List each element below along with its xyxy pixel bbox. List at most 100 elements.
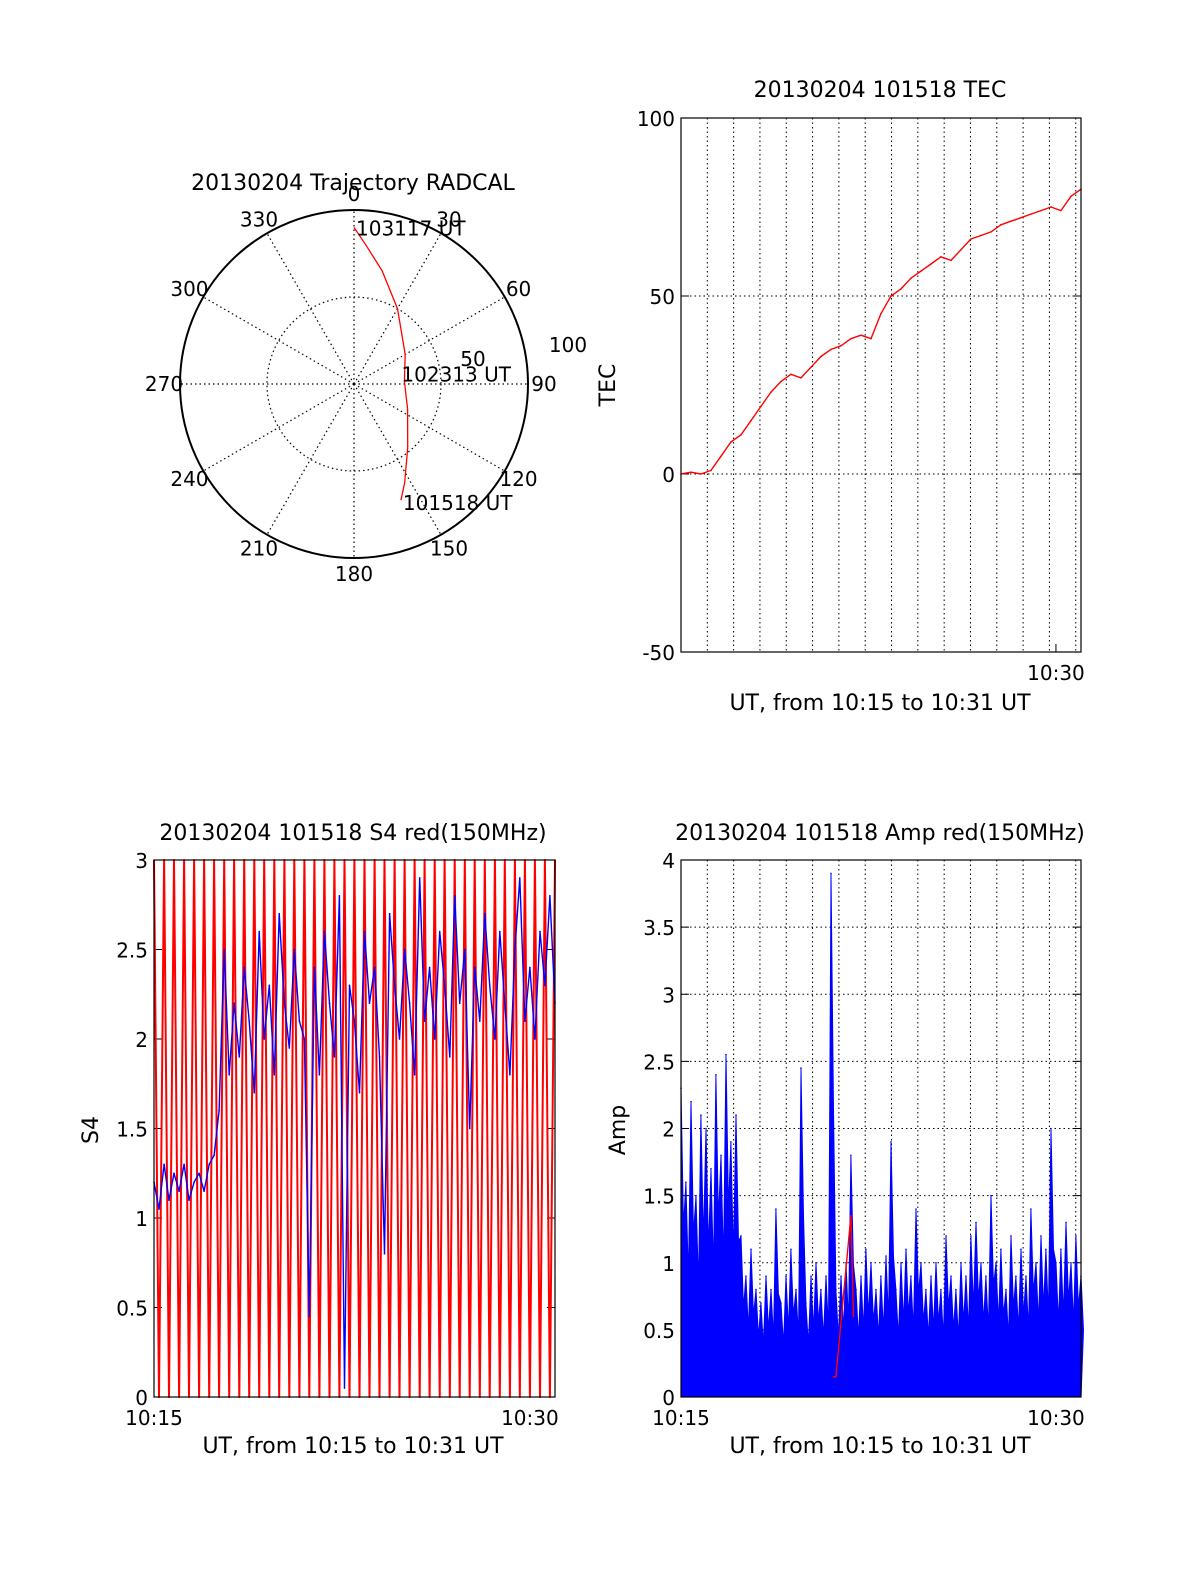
data-point [458,1002,461,1004]
data-point [860,1275,862,1277]
y-tick-label: 2.5 [116,939,148,963]
polar-angle-label: 90 [531,372,556,396]
data-point [1055,1261,1057,1264]
data-point [473,966,476,969]
data-point [730,1141,732,1143]
y-tick-label: 1 [662,1252,675,1276]
data-point [1070,1261,1072,1264]
data-point [710,469,712,472]
data-point [925,1288,927,1291]
s4-title: 20130204 101518 S4 red(150MHz) [159,821,546,846]
data-point [418,877,421,879]
data-point [1070,195,1072,198]
data-point [168,1199,170,1201]
data-point [850,1154,852,1157]
data-point [715,1074,717,1076]
data-point [1020,216,1022,219]
s4-ylabel: S4 [79,1116,104,1144]
data-point [509,1074,511,1076]
data-point [503,1002,506,1004]
tec-series-line [680,188,1082,475]
data-point [218,1109,220,1112]
data-point [278,912,281,915]
data-point [690,471,692,474]
data-point [885,1255,887,1257]
amp-xlabel: UT, from 10:15 to 10:31 UT [729,1434,1031,1459]
data-point [193,1181,195,1183]
data-point [700,1114,702,1116]
y-tick-label: 1.5 [643,1185,675,1209]
data-point [358,1091,361,1094]
data-point [800,1067,802,1069]
y-tick-label: 1 [135,1207,148,1231]
y-tick-label: 4 [662,849,675,873]
data-point [228,1074,230,1076]
data-point [900,1261,902,1264]
y-tick-label: 1.5 [116,1118,148,1142]
data-point [288,1047,291,1049]
trajectory-point-label: 102313 UT [401,362,511,386]
data-point [810,1275,812,1277]
data-point [1015,1275,1017,1277]
polar-angle-label: 180 [335,562,373,586]
data-point [910,277,912,280]
data-point [905,1248,907,1251]
x-tick-label: 10:15 [125,1406,183,1430]
polar-spoke [266,383,355,535]
trajectory-title: 20130204 Trajectory RADCAL [191,171,515,196]
data-point [483,912,486,915]
data-point [830,872,832,875]
data-point [453,895,456,897]
data-point [700,473,702,475]
data-point [373,966,376,969]
data-point [995,1261,997,1264]
tec-ylabel: TEC [596,364,621,408]
data-point [860,334,862,336]
data-point [770,391,772,393]
data-point [930,263,932,265]
data-point [1010,1235,1012,1237]
data-point [494,1038,496,1040]
data-point [468,1127,471,1130]
data-point [940,1288,942,1291]
data-point [895,1288,897,1291]
data-point [725,1053,727,1056]
data-point [1060,1248,1062,1251]
plot-frame [680,117,1082,653]
data-point [985,1275,987,1277]
data-point [830,348,832,351]
data-point [443,984,446,987]
data-point [539,930,541,933]
data-point [785,1275,787,1277]
data-point [745,1275,747,1277]
data-point [519,877,521,879]
y-tick-label: 0 [662,1386,675,1410]
data-point [378,1056,381,1058]
data-point [328,1002,331,1004]
polar-angle-label: 0 [348,182,361,206]
data-point [960,1261,962,1264]
data-point [765,1275,767,1277]
data-point [955,1288,957,1291]
data-point [243,966,246,969]
x-tick-label: 10:30 [1027,661,1085,685]
data-point [433,1038,436,1040]
data-point [383,1253,386,1255]
amp-ylabel: Amp [606,1105,631,1155]
data-point [1020,1248,1022,1251]
data-point [710,1167,712,1170]
data-point [920,1261,922,1264]
data-point [695,1194,697,1197]
data-point [930,1275,932,1277]
amp-panel: 20130204 101518 Amp red(150MHz) UT, from… [606,821,1085,1459]
data-point [223,948,226,951]
data-point [750,1248,752,1251]
data-point [870,337,872,340]
data-point [158,1208,160,1210]
data-point [1000,224,1002,226]
data-point [870,1261,872,1264]
y-tick-label: 2 [135,1028,148,1052]
data-point [1075,1235,1077,1237]
data-point [529,966,531,969]
